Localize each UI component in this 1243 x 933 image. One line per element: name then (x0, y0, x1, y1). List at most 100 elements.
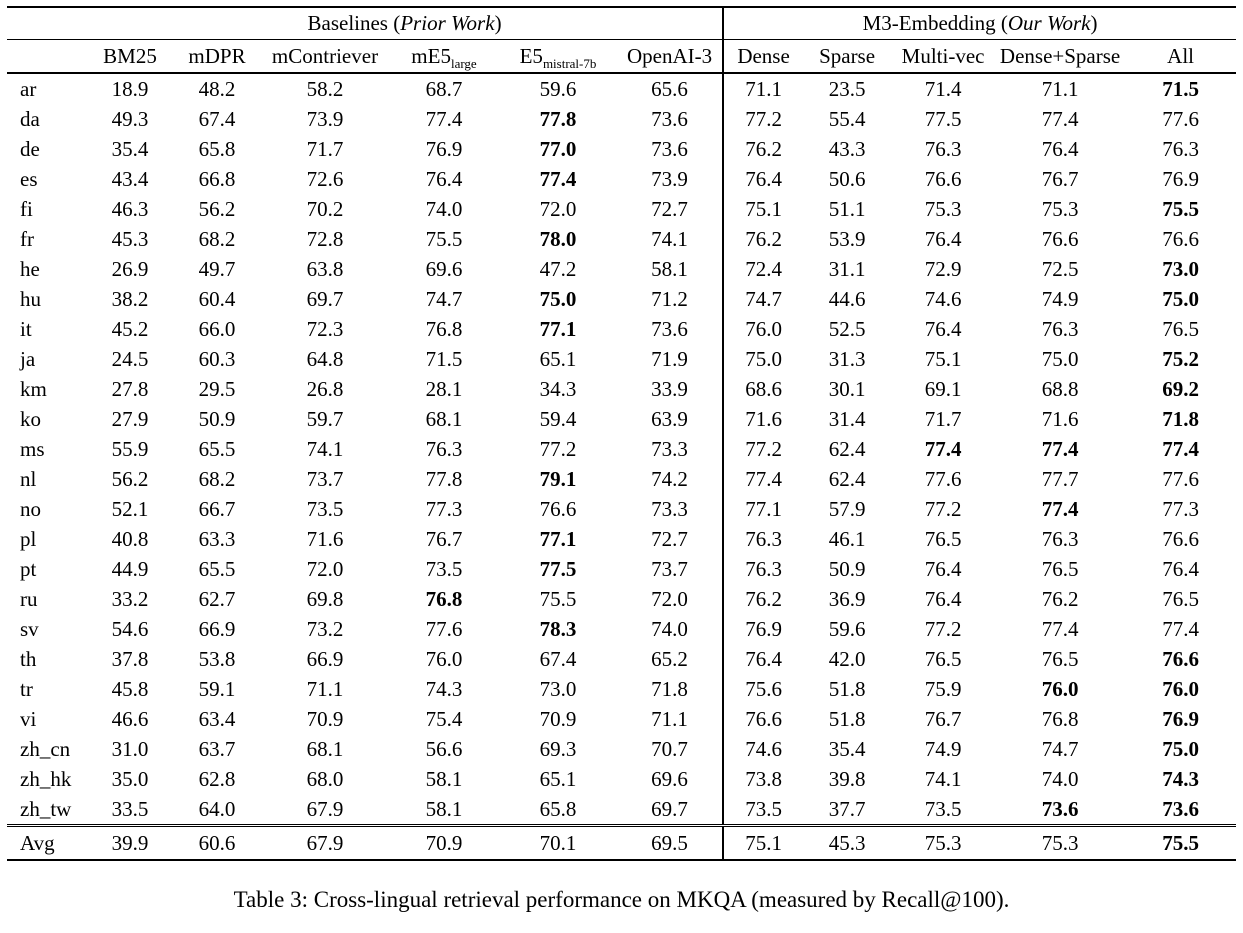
group-label-italic: Our Work (1007, 11, 1091, 35)
metric-cell: 68.1 (306, 736, 344, 761)
table-row-tr: tr 45.8 59.1 71.1 74.3 73.0 71.8 75.6 51.8 75.9 76… (7, 674, 1236, 704)
metric-cell: 33.5 (111, 796, 149, 821)
metric-cell: 73.8 (722, 764, 804, 794)
lang-label: ar (20, 76, 37, 101)
table-row-hu: hu 38.2 60.4 69.7 74.7 75.0 71.2 74.7 44.6 74.6 74… (7, 284, 1236, 314)
lang-label: hu (20, 286, 41, 311)
metric-cell: 76.6 (539, 496, 577, 521)
metric-cell: 63.9 (651, 406, 688, 431)
metric-cell: 70.1 (499, 824, 617, 860)
metric-cell: 28.1 (425, 376, 463, 401)
metric-cell: 76.3 (924, 136, 962, 161)
metric-cell: 59.6 (828, 616, 866, 641)
metric-cell: 77.0 (539, 136, 577, 161)
lang-label: da (20, 106, 40, 131)
metric-cell: 55.9 (111, 436, 149, 461)
metric-cell: 76.0 (722, 314, 804, 344)
metric-cell: 31.0 (111, 736, 149, 761)
metric-cell: 51.1 (828, 196, 866, 221)
metric-cell: 75.0 (539, 286, 577, 311)
metric-cell: 35.0 (111, 766, 149, 791)
metric-cell: 65.1 (539, 346, 577, 371)
column-header-row: BM25 mDPR mContriever mE5large E5mistral-7b O… (7, 39, 1237, 74)
metric-cell: 58.1 (425, 796, 463, 821)
metric-cell: 45.3 (803, 824, 892, 860)
metric-cell: 73.6 (1162, 796, 1199, 821)
table-row-ko: ko 27.9 50.9 59.7 68.1 59.4 63.9 71.6 31.4 71.7 71… (7, 404, 1236, 434)
metric-cell: 73.5 (924, 796, 962, 821)
metric-cell: 31.4 (828, 406, 866, 431)
metric-cell: 75.1 (924, 346, 962, 371)
metric-cell: 77.5 (924, 106, 962, 131)
metric-cell: 63.7 (198, 736, 236, 761)
metric-cell: 72.0 (651, 586, 688, 611)
table-row-he: he 26.9 49.7 63.8 69.6 47.2 58.1 72.4 31.1 72.9 72… (7, 254, 1236, 284)
metric-cell: 76.7 (924, 706, 962, 731)
metric-cell: 71.7 (306, 136, 344, 161)
metric-cell: 76.4 (924, 226, 962, 251)
metric-cell: 76.7 (1041, 166, 1079, 191)
metric-cell: 65.6 (651, 76, 688, 101)
metric-cell: 71.8 (1162, 406, 1199, 431)
metric-cell: 74.0 (651, 616, 688, 641)
metric-cell: 66.9 (198, 616, 236, 641)
metric-cell: 71.2 (651, 286, 688, 311)
metric-cell: 76.5 (924, 646, 962, 671)
metric-cell: 73.5 (425, 556, 463, 581)
metric-cell: 75.0 (1162, 736, 1199, 761)
metric-cell: 68.2 (198, 226, 236, 251)
group-header-row: Baselines (Prior Work) M3-Embedding (Our… (7, 7, 1237, 40)
metric-cell: 76.9 (425, 136, 463, 161)
corner-cell (7, 39, 87, 74)
metric-cell: 77.1 (539, 316, 577, 341)
metric-cell: 76.5 (1041, 556, 1079, 581)
metric-cell: 76.5 (1162, 586, 1199, 611)
metric-cell: 77.6 (1162, 466, 1199, 491)
metric-cell: 37.8 (111, 646, 149, 671)
table-row-pt: pt 44.9 65.5 72.0 73.5 77.5 73.7 76.3 50.9 76.4 76… (7, 554, 1236, 584)
group-label-suffix: ) (1090, 11, 1098, 35)
metric-cell: 49.3 (111, 106, 149, 131)
metric-cell: 71.9 (651, 346, 688, 371)
metric-cell: 79.1 (539, 466, 577, 491)
lang-label: Avg (7, 824, 87, 860)
metric-cell: 77.4 (924, 436, 962, 461)
metric-cell: 24.5 (111, 346, 149, 371)
metric-cell: 72.7 (651, 196, 688, 221)
metric-cell: 69.3 (539, 736, 577, 761)
metric-cell: 67.4 (198, 106, 236, 131)
metric-cell: 73.0 (1162, 256, 1199, 281)
metric-cell: 75.0 (1162, 286, 1199, 311)
metric-cell: 26.9 (111, 256, 149, 281)
metric-cell: 76.4 (924, 556, 962, 581)
table-row-avg: Avg 39.9 60.6 67.9 70.9 70.1 69.5 75.1 45.3 75.3 7… (7, 824, 1237, 860)
metric-cell: 73.7 (651, 556, 688, 581)
lang-label: km (20, 376, 47, 401)
metric-cell: 72.4 (722, 254, 804, 284)
metric-cell: 76.6 (924, 166, 962, 191)
metric-cell: 33.2 (111, 586, 149, 611)
metric-cell: 44.6 (828, 286, 866, 311)
metric-cell: 75.4 (425, 706, 463, 731)
metric-cell: 77.2 (924, 496, 962, 521)
metric-cell: 47.2 (539, 256, 577, 281)
metric-cell: 75.5 (1162, 196, 1199, 221)
metric-cell: 75.2 (1162, 346, 1199, 371)
metric-cell: 35.4 (828, 736, 866, 761)
metric-cell: 73.9 (651, 166, 688, 191)
metric-cell: 73.7 (306, 466, 344, 491)
metric-cell: 77.4 (539, 166, 577, 191)
metric-cell: 71.7 (924, 406, 962, 431)
table-row-it: it 45.2 66.0 72.3 76.8 77.1 73.6 76.0 52.5 76.4 76… (7, 314, 1236, 344)
metric-cell: 45.2 (111, 316, 149, 341)
metric-cell: 74.9 (924, 736, 962, 761)
metric-cell: 65.5 (198, 436, 236, 461)
metric-cell: 77.8 (539, 106, 577, 131)
metric-cell: 49.7 (198, 256, 236, 281)
metric-cell: 77.7 (1041, 466, 1079, 491)
table-row-km: km 27.8 29.5 26.8 28.1 34.3 33.9 68.6 30.1 69.1 68… (7, 374, 1236, 404)
lang-label: vi (20, 706, 37, 731)
metric-cell: 71.5 (425, 346, 463, 371)
metric-cell: 74.2 (651, 466, 688, 491)
metric-cell: 77.4 (722, 464, 804, 494)
